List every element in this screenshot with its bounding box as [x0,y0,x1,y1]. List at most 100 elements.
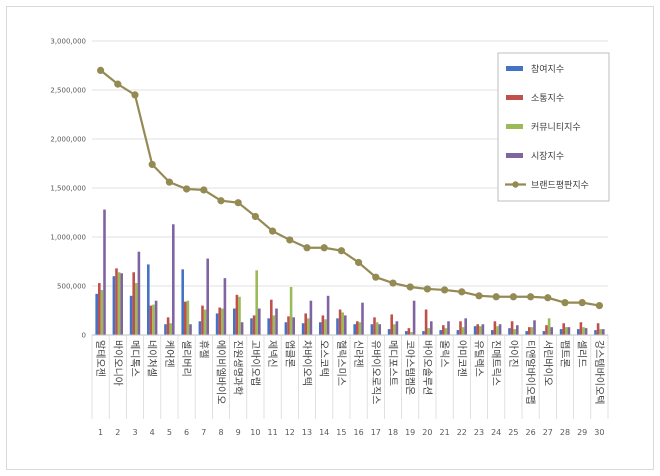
category-label: 차바이오텍 [301,340,313,386]
bar [430,321,433,335]
bar [476,324,479,335]
bar [284,322,288,335]
legend-label: 시장지수 [531,151,564,162]
bar [542,331,546,335]
bar [562,323,565,335]
line-point [200,186,208,194]
bar [447,321,450,335]
bar [361,302,364,335]
bar [395,321,399,335]
bar [321,315,325,335]
bar [528,327,531,335]
bar [390,314,393,335]
legend-swatch [506,124,523,129]
legend-swatch [506,153,523,158]
line-point [320,244,328,252]
legend-label: 참여지수 [531,63,564,75]
bar [103,209,106,335]
rank-label: 30 [594,428,604,437]
bar [599,329,602,335]
bar [233,308,236,335]
line-point [251,212,259,221]
bar [115,268,118,335]
category-label: 오스코텍 [318,340,330,377]
bar [344,315,347,335]
line-point [269,227,277,235]
rank-label: 4 [150,428,155,437]
rank-label: 19 [405,428,415,437]
bar [387,329,391,335]
bar [292,317,295,335]
bar [206,258,209,335]
category-label: 메디톡스 [129,340,141,377]
category-label: 앱클론 [283,340,295,368]
bar [309,300,313,335]
category-label: 네이처셀 [146,340,158,377]
x-axis: 알테오젠 1 바이오니아 2 메디톡스 3 네이처셀 4 케어젠 5 셀리버리 6 휴젤 7 에이비엘바이오… [91,334,609,437]
gridlines [92,40,608,287]
bar [169,323,172,335]
category-label: 유바이오로직스 [369,340,381,404]
bar [496,326,499,335]
category-label: 아미코젠 [455,340,467,377]
rank-label: 9 [236,428,241,437]
bar [464,318,467,335]
bar [550,327,553,335]
bar [252,315,256,335]
bar [287,316,290,335]
bar [132,272,135,335]
line-point [234,199,242,207]
bar [442,325,445,335]
line-point [406,283,414,291]
bars [95,209,605,335]
line-point [544,294,552,302]
bar [120,273,123,335]
rank-label: 17 [371,428,381,437]
category-label: 펩트론 [559,340,571,368]
bar [135,283,138,335]
bar [565,327,568,335]
bar [319,322,322,335]
bar [459,321,462,335]
bar [510,321,514,335]
bar [255,270,258,335]
rank-label: 3 [132,428,137,437]
line-point [509,293,517,301]
bar [444,328,448,335]
rank-label: 28 [560,428,570,437]
rank-label: 13 [302,428,312,437]
category-label: 진매트릭스 [490,340,502,386]
bar [267,318,270,335]
rank-label: 10 [250,428,260,437]
bar [508,328,511,335]
bar [221,308,224,335]
bar [577,329,580,335]
chart-frame: 0 500,000 1,000,000 1,500,000 2,000,000 2,500… [6,6,654,470]
category-label: 코아스템켐온 [404,340,416,395]
bar [545,325,548,335]
line-point [441,286,449,294]
bar [370,324,374,335]
line-point [337,247,345,255]
rank-label: 14 [319,428,329,437]
y-tick-label: 1,000,000 [50,234,86,242]
legend-swatch [506,66,523,71]
bar [172,224,175,335]
bar [184,301,187,335]
y-tick-label: 0 [82,332,86,340]
line-point [527,293,535,301]
category-label: 신라젠 [352,340,364,368]
bar [479,326,482,335]
line-series [97,66,604,310]
bar [218,307,221,335]
bar [456,330,460,335]
bar [427,328,430,335]
bar [602,329,605,335]
bar [186,300,190,335]
line-point [561,299,569,307]
bar [240,322,244,335]
bar [154,300,158,335]
line-point [165,178,173,186]
bar [525,331,528,335]
bar [513,329,516,335]
